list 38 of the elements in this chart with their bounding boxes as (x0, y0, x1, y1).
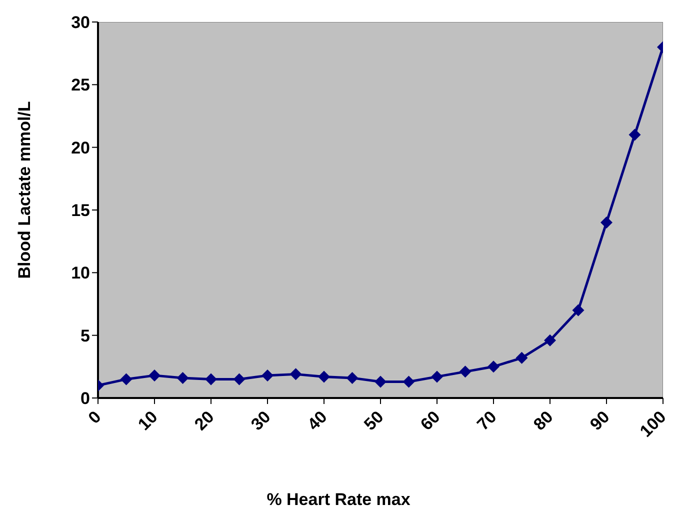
x-tick-label: 30 (247, 407, 274, 434)
y-tick-label: 10 (71, 264, 90, 283)
point (374, 376, 386, 388)
y-tick-label: 20 (71, 138, 90, 158)
point (318, 370, 330, 383)
point (544, 334, 556, 346)
y-tick-label: 5 (80, 326, 90, 346)
point (346, 372, 358, 384)
x-tick-label: 20 (190, 407, 218, 434)
point (176, 372, 189, 384)
point (600, 216, 612, 229)
y-tick-label: 25 (71, 76, 90, 95)
point (572, 304, 584, 316)
y-tick-label: 0 (80, 389, 90, 408)
point (233, 373, 246, 386)
x-tick-label: 60 (416, 407, 444, 434)
x-tick-label: 70 (473, 407, 500, 434)
x-tick-label: 10 (134, 407, 162, 434)
point (120, 373, 132, 386)
x-axis-title: % Heart Rate max (266, 490, 412, 510)
x-tick-label: 50 (360, 407, 388, 434)
point (488, 360, 500, 373)
point (290, 368, 302, 380)
y-tick-label: 15 (71, 201, 90, 220)
point (628, 128, 641, 141)
y-axis-title: Blood Lactate mmol/L (15, 101, 35, 279)
y-tick-label: 30 (71, 13, 90, 32)
point (459, 366, 472, 378)
point (516, 352, 528, 364)
point (262, 369, 274, 382)
x-tick-label: 100 (636, 407, 670, 441)
x-tick-label: 90 (586, 407, 614, 434)
point (402, 376, 415, 388)
point (431, 370, 443, 383)
point (148, 369, 160, 382)
point (205, 373, 217, 386)
x-tick-label: 80 (530, 407, 557, 434)
x-tick-label: 40 (304, 407, 331, 434)
